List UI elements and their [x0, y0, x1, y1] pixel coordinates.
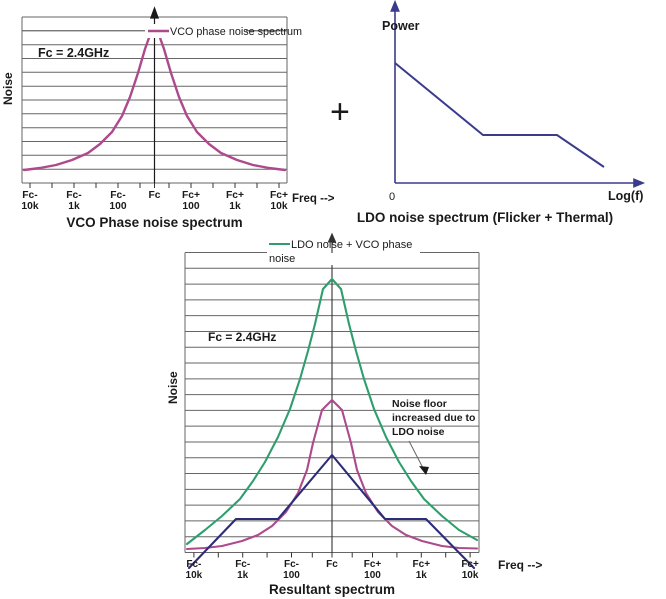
svg-text:VCO phase noise spectrum: VCO phase noise spectrum	[170, 26, 302, 38]
svg-text:1k: 1k	[237, 570, 249, 581]
svg-text:Noise: Noise	[1, 72, 15, 105]
svg-text:10k: 10k	[462, 570, 479, 581]
svg-text:1k: 1k	[416, 570, 428, 581]
svg-text:Fc = 2.4GHz: Fc = 2.4GHz	[208, 330, 276, 344]
svg-text:Fc: Fc	[148, 190, 160, 201]
svg-text:Fc-: Fc-	[284, 559, 299, 570]
svg-text:Noise floor: Noise floor	[392, 398, 447, 410]
svg-text:1k: 1k	[68, 201, 80, 212]
svg-text:noise: noise	[269, 253, 295, 265]
svg-text:LDO noise spectrum (Flicker +: LDO noise spectrum (Flicker + Thermal)	[357, 210, 613, 225]
svg-text:LDO noise: LDO noise	[392, 426, 445, 438]
svg-text:Power: Power	[382, 19, 420, 33]
svg-text:Fc+: Fc+	[226, 190, 244, 201]
svg-text:Fc-: Fc-	[22, 190, 38, 201]
svg-text:Fc+: Fc+	[182, 190, 200, 201]
svg-text:10k: 10k	[270, 201, 287, 212]
svg-text:increased due to: increased due to	[392, 412, 475, 424]
svg-text:Fc: Fc	[326, 559, 338, 570]
svg-text:Fc+: Fc+	[270, 190, 288, 201]
svg-text:Fc+: Fc+	[364, 559, 382, 570]
svg-text:100: 100	[109, 201, 126, 212]
svg-text:0: 0	[389, 191, 395, 203]
svg-text:100: 100	[364, 570, 381, 581]
svg-text:Fc = 2.4GHz: Fc = 2.4GHz	[38, 46, 109, 60]
svg-text:Log(f): Log(f)	[608, 189, 643, 203]
svg-text:Noise: Noise	[166, 371, 180, 404]
svg-text:Freq -->: Freq -->	[292, 193, 335, 205]
svg-text:Fc-: Fc-	[235, 559, 250, 570]
svg-text:Fc-: Fc-	[66, 190, 82, 201]
svg-text:10k: 10k	[21, 201, 38, 212]
svg-text:Freq -->: Freq -->	[498, 558, 542, 572]
svg-text:Fc+: Fc+	[461, 559, 479, 570]
svg-text:1k: 1k	[229, 201, 241, 212]
svg-text:Fc+: Fc+	[413, 559, 431, 570]
svg-text:10k: 10k	[186, 570, 203, 581]
svg-text:Fc-: Fc-	[110, 190, 126, 201]
svg-text:Resultant spectrum: Resultant spectrum	[269, 582, 395, 597]
svg-text:VCO Phase noise spectrum: VCO Phase noise spectrum	[66, 215, 242, 230]
svg-text:LDO noise + VCO phase: LDO noise + VCO phase	[291, 239, 412, 251]
svg-text:100: 100	[283, 570, 300, 581]
svg-text:Fc-: Fc-	[186, 559, 201, 570]
svg-text:100: 100	[182, 201, 199, 212]
